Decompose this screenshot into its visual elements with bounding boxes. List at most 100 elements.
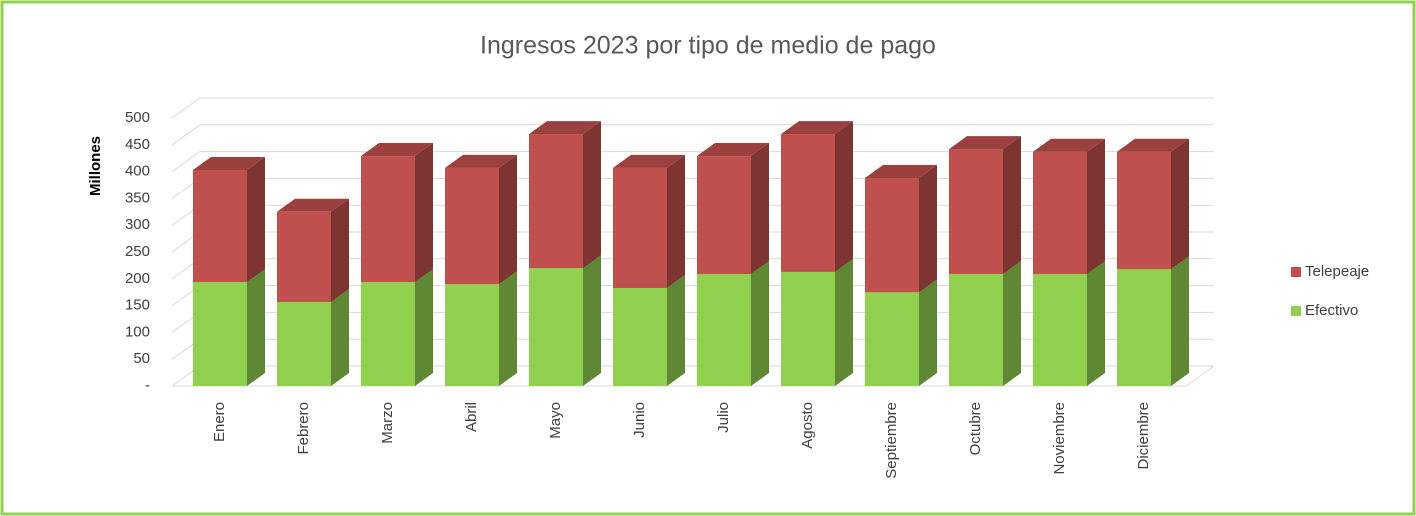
x-tick-label: Agosto xyxy=(799,402,816,449)
bar-front xyxy=(949,149,1003,274)
bar-segment xyxy=(529,121,601,269)
bar-segment xyxy=(1033,260,1105,386)
legend-swatch xyxy=(1291,267,1301,277)
bar-front xyxy=(1033,273,1087,386)
bar-top xyxy=(697,143,769,157)
y-tick-label: 300 xyxy=(125,216,150,233)
bar-segment xyxy=(865,165,937,293)
bar-front xyxy=(781,134,835,272)
bar-segment xyxy=(613,274,685,386)
bar-front xyxy=(277,211,331,302)
bar-front xyxy=(193,169,247,283)
bar-front xyxy=(613,167,667,288)
bar-segment xyxy=(781,258,853,386)
bar-segment xyxy=(277,198,349,302)
bar-segment xyxy=(697,260,769,386)
bar-front xyxy=(1117,151,1171,270)
grid-line xyxy=(171,97,1214,119)
bar-top xyxy=(529,121,601,135)
bar-side xyxy=(1087,260,1105,386)
bar-side xyxy=(1171,138,1189,270)
bar-top xyxy=(949,136,1021,150)
legend-swatch xyxy=(1291,306,1301,316)
x-tick-label: Noviembre xyxy=(1051,402,1068,475)
bar-segment xyxy=(529,255,601,386)
y-tick-label: 400 xyxy=(125,163,150,180)
bar-side xyxy=(667,154,685,288)
bar-top xyxy=(865,165,937,179)
y-tick-label: 150 xyxy=(125,297,150,314)
y-tick-label: 450 xyxy=(125,136,150,153)
y-tick-label: 200 xyxy=(125,270,150,287)
bar-front xyxy=(613,287,667,386)
bar-segment xyxy=(949,136,1021,274)
bar-front xyxy=(865,178,919,293)
bar-front xyxy=(781,271,835,386)
bar-side xyxy=(835,258,853,386)
bar-side xyxy=(751,260,769,386)
bar-front xyxy=(865,292,919,386)
bar-segment xyxy=(781,121,853,272)
bar-side xyxy=(1003,260,1021,386)
bar-front xyxy=(1033,151,1087,274)
x-tick-label: Mayo xyxy=(547,402,564,439)
bar-segment xyxy=(193,156,265,283)
chart-title: Ingresos 2023 por tipo de medio de pago xyxy=(480,32,936,60)
bar-front xyxy=(277,301,331,386)
x-tick-label: Marzo xyxy=(379,402,396,444)
bar-side xyxy=(415,143,433,283)
x-tick-label: Julio xyxy=(715,402,732,433)
x-tick-label: Octubre xyxy=(967,402,984,455)
x-tick-label: Abril xyxy=(463,402,480,432)
x-tick-label: Febrero xyxy=(295,402,312,455)
bar-front xyxy=(529,134,583,269)
y-tick-label: 350 xyxy=(125,189,150,206)
bar-segment xyxy=(949,260,1021,386)
grid-line-segment xyxy=(171,151,1214,173)
bar-segment xyxy=(613,154,685,288)
grid-line-segment xyxy=(171,97,1214,119)
bar-side xyxy=(247,269,265,386)
bar-top xyxy=(1117,138,1189,152)
bar-top xyxy=(1033,138,1105,152)
bar-front xyxy=(697,156,751,274)
bar-segment xyxy=(865,279,937,386)
legend-label: Telepeaje xyxy=(1305,263,1369,280)
bar-segment xyxy=(193,269,265,386)
bar-segment xyxy=(1117,138,1189,270)
bar-front xyxy=(697,273,751,386)
x-tick-label: Diciembre xyxy=(1135,402,1152,470)
bar-side xyxy=(331,198,349,302)
bar-top xyxy=(445,154,517,168)
x-tick-label: Septiembre xyxy=(883,402,900,479)
bar-side xyxy=(583,121,601,269)
bar-side xyxy=(499,271,517,386)
y-tick-label: 100 xyxy=(125,323,150,340)
bar-side xyxy=(835,121,853,272)
bar-side xyxy=(247,156,265,283)
bar-segment xyxy=(445,154,517,285)
bar-front xyxy=(193,282,247,386)
bar-front xyxy=(949,273,1003,386)
bar-side xyxy=(667,274,685,386)
bar-segment xyxy=(697,143,769,274)
bar-front xyxy=(529,268,583,386)
y-tick-label: - xyxy=(145,377,150,394)
grid-line-segment xyxy=(171,124,1214,146)
bar-top xyxy=(613,154,685,168)
bar-side xyxy=(751,143,769,274)
x-tick-label: Junio xyxy=(631,402,648,438)
bar-top xyxy=(361,143,433,157)
bar-segment xyxy=(1033,138,1105,274)
x-tick-label: Enero xyxy=(211,402,228,442)
bar-side xyxy=(415,269,433,386)
bar-side xyxy=(499,154,517,285)
legend-label: Efectivo xyxy=(1305,302,1358,319)
bar-front xyxy=(1117,269,1171,386)
bar-side xyxy=(919,279,937,386)
bar-segment xyxy=(1117,256,1189,386)
y-axis-label: Millones xyxy=(87,136,104,196)
floor-line xyxy=(1185,365,1215,387)
bar-segment xyxy=(361,143,433,283)
